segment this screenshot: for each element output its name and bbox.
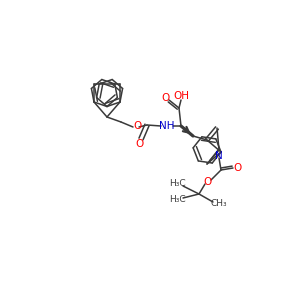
Text: O: O <box>203 177 211 187</box>
Text: O: O <box>133 121 141 131</box>
Text: NH: NH <box>159 121 175 131</box>
Text: O: O <box>161 93 169 103</box>
Text: H₃C: H₃C <box>169 179 185 188</box>
Text: N: N <box>215 151 223 161</box>
Text: CH₃: CH₃ <box>211 200 227 208</box>
Text: OH: OH <box>173 91 189 101</box>
Text: O: O <box>233 163 241 173</box>
Text: O: O <box>135 139 143 149</box>
Text: H₃C: H₃C <box>169 196 185 205</box>
